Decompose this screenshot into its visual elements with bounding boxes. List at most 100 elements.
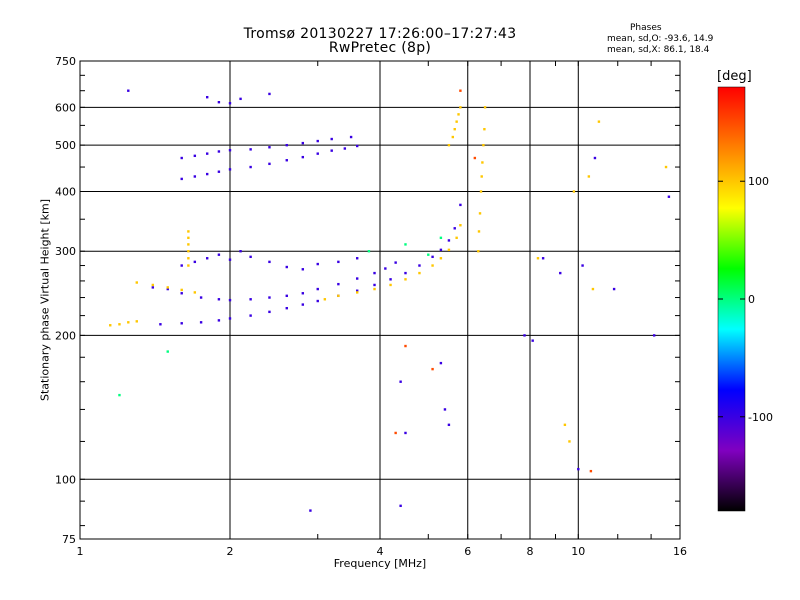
data-point	[597, 120, 601, 123]
data-point	[455, 236, 458, 240]
data-point	[431, 367, 434, 371]
data-point	[193, 291, 197, 294]
data-point	[127, 321, 130, 324]
data-point	[193, 260, 197, 264]
data-point	[180, 177, 183, 181]
data-point	[384, 267, 387, 270]
data-point	[404, 243, 407, 246]
colorbar-ticks: -100 0 100	[718, 175, 773, 424]
plot-frame	[79, 60, 681, 540]
data-point	[664, 165, 668, 169]
data-point	[193, 175, 197, 178]
data-point	[431, 255, 434, 259]
data-point	[389, 283, 392, 287]
data-point	[217, 319, 221, 322]
data-point	[166, 350, 169, 353]
data-point	[187, 230, 190, 233]
data-point	[373, 287, 376, 291]
data-point	[228, 317, 232, 320]
data-point	[349, 135, 353, 139]
data-point	[457, 113, 460, 116]
data-point	[205, 257, 209, 260]
data-point	[217, 298, 221, 301]
data-point	[205, 172, 209, 176]
data-point	[199, 296, 203, 299]
data-point	[531, 339, 534, 342]
data-point	[166, 286, 169, 289]
y-tick-label: 500	[55, 139, 76, 152]
data-point	[285, 143, 288, 147]
data-point	[459, 203, 462, 207]
phase-stats-x: mean, sd,X: 86.1, 18.4	[607, 45, 710, 55]
data-point	[439, 248, 443, 252]
data-point	[447, 248, 451, 252]
data-point	[127, 89, 130, 92]
data-point	[285, 159, 288, 162]
data-point	[268, 92, 271, 96]
data-point	[431, 264, 434, 267]
data-point	[187, 250, 190, 253]
data-point	[439, 257, 443, 260]
data-point	[572, 190, 576, 193]
data-point	[118, 323, 121, 326]
data-point	[477, 250, 480, 253]
data-point	[151, 286, 155, 289]
data-point	[481, 161, 484, 164]
data-point	[418, 271, 421, 275]
data-point	[355, 291, 359, 294]
data-point	[459, 89, 462, 92]
data-point	[330, 137, 333, 141]
data-point	[399, 504, 402, 508]
data-point	[135, 281, 138, 284]
data-point	[593, 156, 597, 160]
data-point	[301, 303, 305, 306]
data-point	[228, 149, 232, 152]
data-point	[301, 268, 305, 271]
x-tick-labels: 1 2 4 6 8 10 16	[77, 545, 688, 558]
data-point	[249, 314, 252, 317]
data-point	[151, 283, 155, 287]
data-point	[309, 509, 312, 512]
data-point	[455, 120, 458, 123]
data-point	[268, 162, 271, 166]
data-point	[477, 230, 481, 233]
data-point	[205, 152, 209, 155]
data-point	[249, 165, 252, 169]
data-point	[166, 287, 169, 291]
grid-lines	[80, 61, 680, 539]
data-point	[399, 380, 402, 383]
data-point	[404, 344, 407, 348]
data-point	[577, 467, 580, 471]
data-point	[389, 278, 392, 281]
data-point	[563, 423, 567, 427]
data-point	[187, 257, 190, 260]
data-point	[180, 264, 183, 267]
data-point	[591, 287, 595, 291]
data-point	[249, 255, 252, 259]
data-point	[541, 257, 545, 260]
data-point	[316, 139, 319, 143]
data-point	[453, 127, 456, 131]
data-point	[330, 149, 333, 152]
data-point	[316, 262, 319, 266]
echo-points	[109, 89, 671, 512]
data-point	[373, 283, 376, 287]
data-point	[418, 264, 421, 267]
phase-stats-heading: Phases	[630, 23, 662, 33]
data-point	[301, 141, 305, 145]
data-point	[301, 292, 305, 295]
chart-subtitle: RwPretec (8p)	[328, 40, 432, 56]
data-point	[135, 320, 138, 323]
data-point	[301, 155, 305, 159]
y-tick-label: 100	[55, 473, 76, 486]
data-point	[439, 361, 443, 365]
x-tick-label: 16	[673, 545, 687, 558]
data-point	[217, 150, 221, 153]
data-point	[483, 106, 487, 109]
data-point	[249, 298, 252, 301]
data-point	[587, 175, 591, 178]
data-point	[404, 431, 407, 435]
data-point	[316, 299, 319, 303]
data-point	[285, 265, 288, 269]
data-point	[316, 152, 319, 155]
